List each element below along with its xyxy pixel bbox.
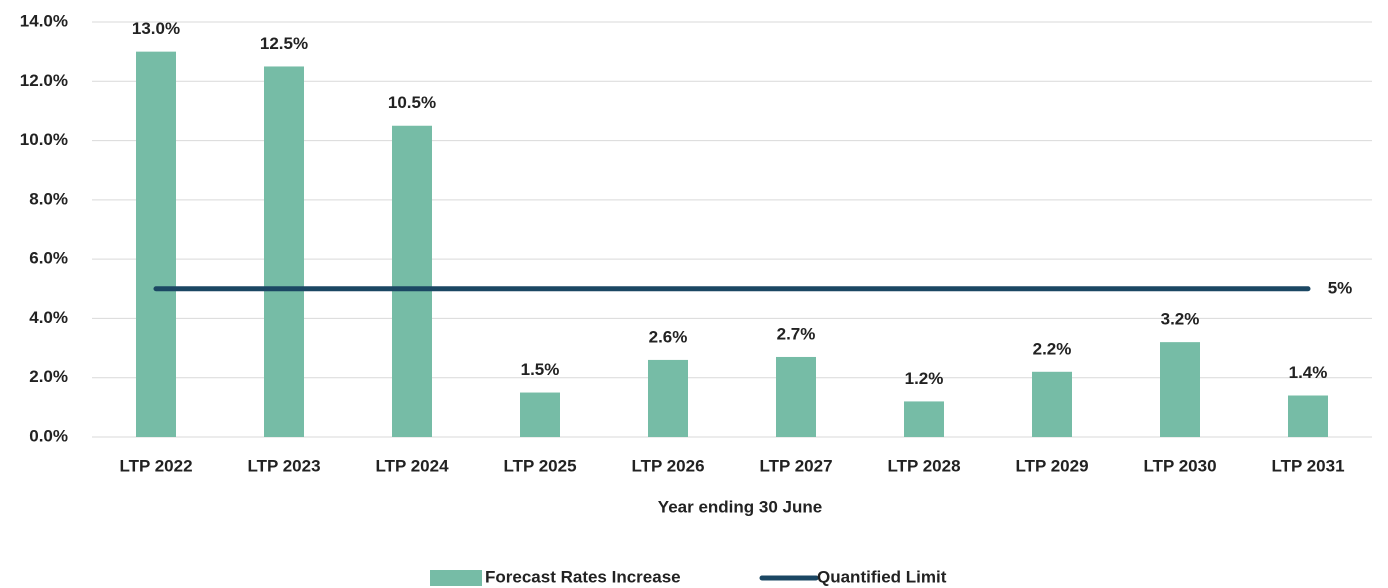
bar	[264, 66, 304, 437]
bar	[648, 359, 688, 437]
x-tick-label: LTP 2029	[1015, 456, 1088, 475]
bar	[904, 401, 944, 437]
y-tick-label: 2.0%	[29, 367, 68, 386]
legend-swatch	[430, 570, 482, 586]
data-label: 1.4%	[1289, 363, 1328, 382]
x-axis-title: Year ending 30 June	[658, 497, 822, 516]
x-tick-label: LTP 2028	[887, 456, 960, 475]
data-label: 12.5%	[260, 34, 308, 53]
y-tick-label: 8.0%	[29, 189, 68, 208]
data-label: 3.2%	[1161, 310, 1200, 329]
data-label: 10.5%	[388, 93, 436, 112]
bar	[520, 392, 560, 437]
data-label: 13.0%	[132, 19, 180, 38]
data-label: 1.5%	[521, 360, 560, 379]
legend-label: Quantified Limit	[817, 567, 947, 586]
bar	[136, 51, 176, 438]
data-label: 2.7%	[777, 324, 816, 343]
x-tick-label: LTP 2025	[503, 456, 576, 475]
data-label: 2.6%	[649, 327, 688, 346]
y-tick-label: 0.0%	[29, 426, 68, 445]
y-tick-label: 10.0%	[20, 130, 68, 149]
data-label: 1.2%	[905, 369, 944, 388]
line-end-label: 5%	[1328, 278, 1353, 297]
bar	[1160, 342, 1200, 437]
x-tick-label: LTP 2030	[1143, 456, 1216, 475]
x-tick-label: LTP 2024	[375, 456, 449, 475]
bar	[1288, 395, 1328, 437]
data-label: 2.2%	[1033, 339, 1072, 358]
x-tick-label: LTP 2031	[1271, 456, 1344, 475]
y-tick-label: 14.0%	[20, 11, 68, 30]
bar	[392, 125, 432, 437]
legend-label: Forecast Rates Increase	[485, 567, 681, 586]
y-tick-label: 4.0%	[29, 308, 68, 327]
y-tick-label: 12.0%	[20, 71, 68, 90]
x-tick-label: LTP 2026	[631, 456, 704, 475]
bar	[1032, 371, 1072, 437]
x-tick-label: LTP 2027	[759, 456, 832, 475]
x-tick-label: LTP 2022	[119, 456, 192, 475]
bar	[776, 356, 816, 437]
x-tick-label: LTP 2023	[247, 456, 320, 475]
y-tick-label: 6.0%	[29, 249, 68, 268]
